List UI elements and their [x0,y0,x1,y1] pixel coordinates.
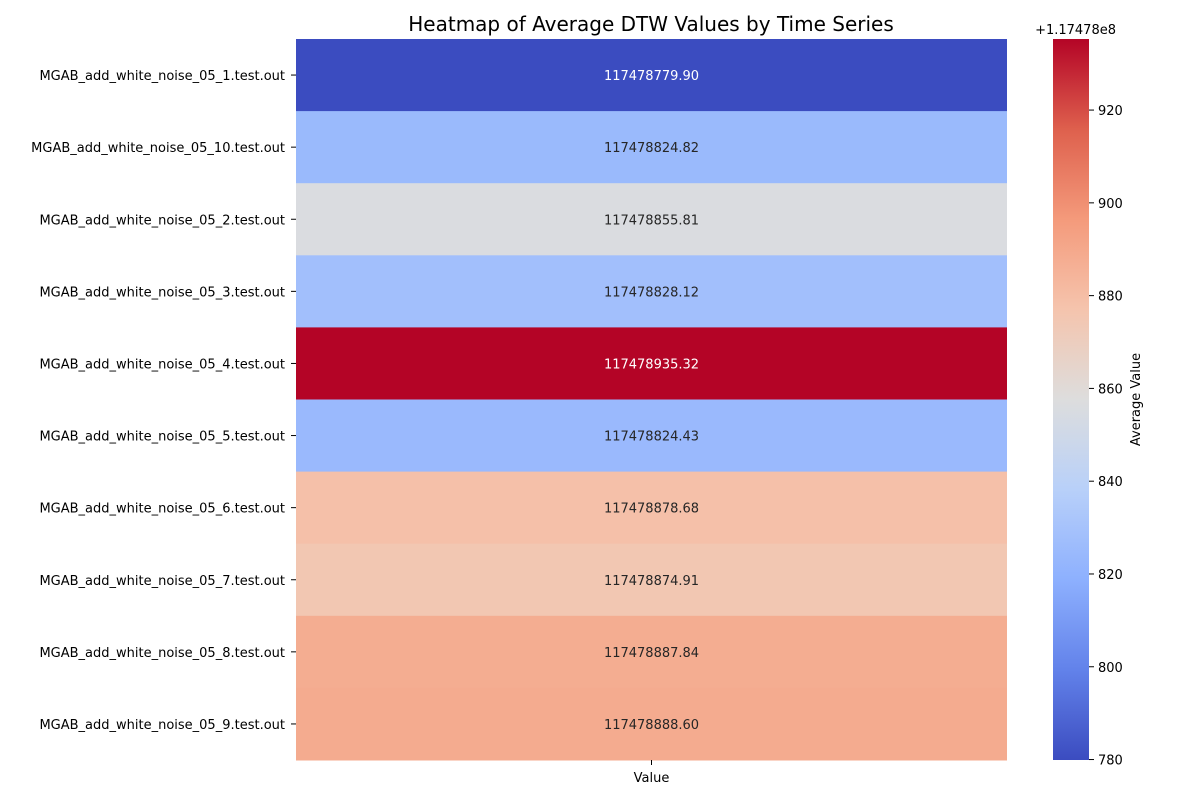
heatmap-cells: 117478779.90 117478824.82 117478855.81 1174… [296,39,1007,761]
heatmap-cell [296,111,1007,184]
cell-value-label: 117478855.81 [604,213,699,228]
colorbar-ticks: 780 800 820 840 860 880 900 920 [1089,104,1123,769]
colorbar-tick-label: 840 [1098,475,1123,490]
row-label: MGAB_add_white_noise_05_7.test.out [39,574,285,589]
row-label: MGAB_add_white_noise_05_10.test.out [31,141,285,156]
row-label: MGAB_add_white_noise_05_9.test.out [39,718,285,733]
heatmap-cell [296,183,1007,256]
cell-value-label: 117478874.91 [604,574,699,589]
chart-title: Heatmap of Average DTW Values by Time Se… [408,12,894,36]
colorbar-tick-label: 880 [1098,290,1123,305]
heatmap-cell [296,255,1007,328]
row-label: MGAB_add_white_noise_05_3.test.out [39,285,285,300]
cell-value-label: 117478828.12 [604,285,699,300]
colorbar-tick-label: 820 [1098,568,1123,583]
colorbar-tick-label: 800 [1098,661,1123,676]
cell-value-label: 117478887.84 [604,646,699,661]
heatmap-cell [296,399,1007,473]
cell-value-label: 117478779.90 [604,69,699,84]
column-labels: Value [634,760,670,786]
colorbar-label: Average Value [1129,353,1144,446]
row-labels: MGAB_add_white_noise_05_1.test.out MGAB_a… [31,69,296,733]
cell-value-label: 117478888.60 [604,718,699,733]
heatmap-cell [296,39,1007,112]
row-label: MGAB_add_white_noise_05_5.test.out [39,430,285,445]
cell-value-label: 117478824.43 [604,430,699,445]
cell-value-label: 117478878.68 [604,502,699,517]
row-label: MGAB_add_white_noise_05_1.test.out [39,69,285,84]
cell-value-label: 117478935.32 [604,357,699,372]
heatmap-cell [296,615,1007,689]
heatmap-cell [296,471,1007,545]
column-label: Value [634,771,670,786]
colorbar-tick-label: 860 [1098,382,1123,397]
colorbar-offset-label: +1.17478e8 [1035,23,1116,38]
heatmap-cell [296,687,1007,761]
colorbar: 780 800 820 840 860 880 900 920 +1.17478e8 Aver… [1035,23,1144,769]
colorbar-tick-label: 900 [1098,197,1123,212]
cell-value-label: 117478824.82 [604,141,699,156]
row-label: MGAB_add_white_noise_05_8.test.out [39,646,285,661]
heatmap-cell [296,327,1007,400]
colorbar-gradient [1053,39,1089,760]
row-label: MGAB_add_white_noise_05_2.test.out [39,213,285,228]
colorbar-tick-label: 920 [1098,104,1123,119]
heatmap-cell [296,543,1007,617]
row-label: MGAB_add_white_noise_05_4.test.out [39,357,285,372]
colorbar-tick-label: 780 [1098,754,1123,769]
row-label: MGAB_add_white_noise_05_6.test.out [39,502,285,517]
